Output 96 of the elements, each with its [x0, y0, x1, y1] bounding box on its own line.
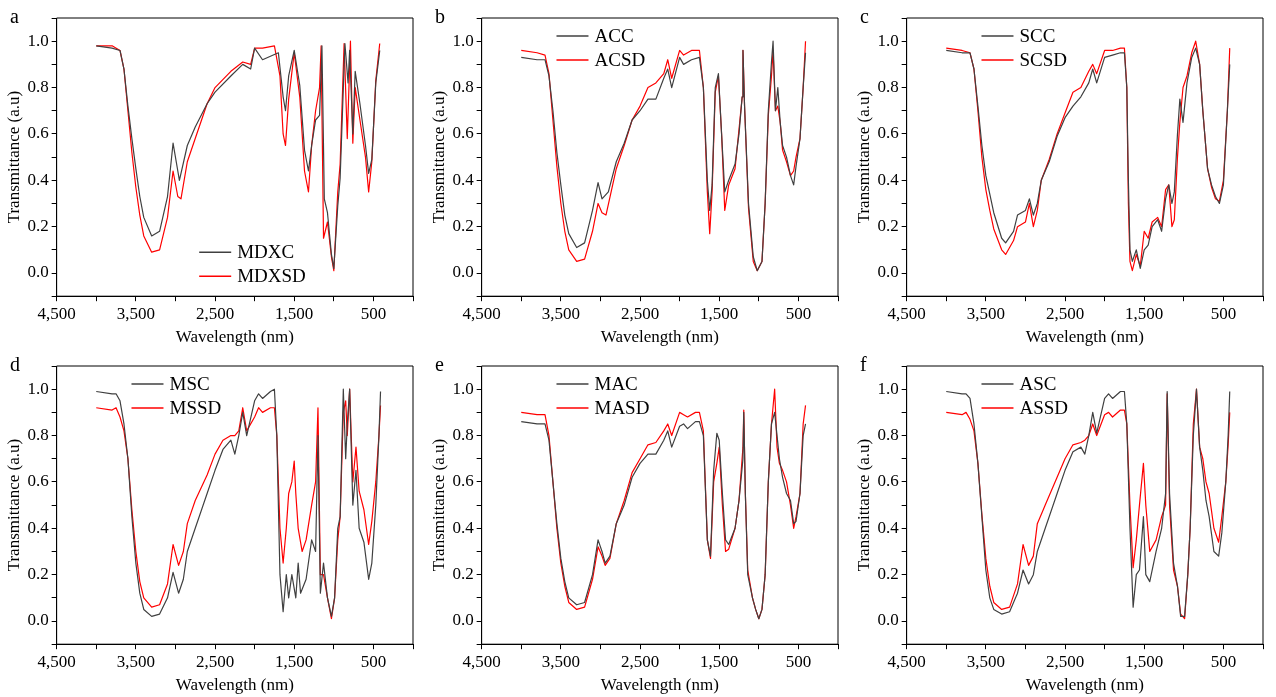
x-tick-label: 3,500: [966, 651, 1005, 671]
y-tick-label: 0.6: [452, 123, 474, 143]
x-tick-label: 2,500: [620, 303, 660, 323]
y-tick-label: 0.4: [452, 517, 475, 537]
x-axis-title: Wavelength (nm): [175, 675, 294, 695]
chart-title: d: [10, 353, 20, 376]
y-tick-label: 0.2: [27, 216, 49, 236]
y-axis-title: Transmittance (a.u): [428, 90, 448, 224]
legend-label: MSSD: [169, 396, 222, 418]
chart-title: f: [860, 353, 867, 376]
y-tick-label: 0.8: [27, 77, 49, 97]
y-tick-label: 1.0: [452, 378, 474, 398]
x-tick-label: 500: [785, 651, 812, 671]
x-axis-title: Wavelength (nm): [1025, 675, 1144, 695]
x-tick-label: 500: [360, 651, 387, 671]
x-axis-title: Wavelength (nm): [600, 327, 719, 347]
x-tick-label: 1,500: [1125, 303, 1164, 323]
x-tick-label: 2,500: [195, 651, 235, 671]
legend-label: SCSD: [1019, 48, 1068, 70]
y-tick-label: 0.4: [877, 169, 900, 189]
x-tick-label: 3,500: [541, 303, 580, 323]
y-tick-label: 1.0: [452, 30, 474, 50]
x-tick-label: 3,500: [116, 303, 155, 323]
y-tick-label: 0.0: [27, 610, 49, 630]
legend-label: ACSD: [594, 48, 646, 70]
y-tick-label: 0.6: [877, 471, 899, 491]
y-tick-label: 0.2: [452, 216, 474, 236]
y-tick-label: 0.2: [877, 564, 899, 584]
y-tick-label: 1.0: [27, 30, 49, 50]
y-tick-label: 0.4: [27, 517, 50, 537]
x-tick-label: 3,500: [541, 651, 580, 671]
x-tick-label: 500: [360, 303, 387, 323]
y-tick-label: 0.2: [27, 564, 49, 584]
x-tick-label: 4,500: [462, 651, 501, 671]
y-tick-label: 0.4: [452, 169, 475, 189]
y-axis-title: Transmittance (a.u): [3, 438, 23, 572]
x-tick-label: 3,500: [966, 303, 1005, 323]
x-tick-label: 4,500: [37, 303, 76, 323]
legend-label: SCC: [1019, 24, 1056, 46]
y-tick-label: 0.6: [877, 123, 899, 143]
legend-label: MDXSD: [237, 265, 306, 287]
x-tick-label: 2,500: [1045, 651, 1085, 671]
x-tick-label: 4,500: [462, 303, 501, 323]
x-axis-title: Wavelength (nm): [1025, 327, 1144, 347]
y-tick-label: 0.8: [877, 77, 899, 97]
y-tick-label: 0.8: [27, 425, 49, 445]
y-tick-label: 0.4: [27, 169, 50, 189]
x-axis-title: Wavelength (nm): [175, 327, 294, 347]
y-tick-label: 0.0: [452, 610, 474, 630]
y-tick-label: 0.6: [27, 123, 49, 143]
legend-label: MSC: [169, 372, 210, 394]
y-tick-label: 0.6: [27, 471, 49, 491]
x-tick-label: 500: [1210, 303, 1237, 323]
y-tick-label: 0.8: [877, 425, 899, 445]
y-tick-label: 0.2: [877, 216, 899, 236]
chart-title: e: [435, 353, 444, 376]
y-tick-label: 0.8: [452, 425, 474, 445]
y-tick-label: 0.4: [877, 517, 900, 537]
x-tick-label: 1,500: [1125, 651, 1164, 671]
x-axis-title: Wavelength (nm): [600, 675, 719, 695]
y-tick-label: 0.6: [452, 471, 474, 491]
x-tick-label: 500: [785, 303, 812, 323]
x-tick-label: 1,500: [275, 651, 314, 671]
legend-label: ASSD: [1019, 396, 1069, 418]
y-tick-label: 1.0: [877, 30, 899, 50]
y-axis-title: Transmittance (a.u): [3, 90, 23, 224]
legend-label: MASD: [594, 396, 650, 418]
legend-label: MDXC: [237, 241, 295, 263]
chart-title: b: [435, 5, 445, 28]
chart-title: c: [860, 5, 869, 28]
x-tick-label: 2,500: [1045, 303, 1085, 323]
y-tick-label: 0.0: [877, 610, 899, 630]
x-tick-label: 1,500: [700, 651, 739, 671]
legend-label: ASC: [1019, 372, 1057, 394]
x-tick-label: 2,500: [195, 303, 235, 323]
x-tick-label: 3,500: [116, 651, 155, 671]
y-tick-label: 0.2: [452, 564, 474, 584]
x-tick-label: 1,500: [275, 303, 314, 323]
x-tick-label: 2,500: [620, 651, 660, 671]
y-tick-label: 0.0: [27, 262, 49, 282]
x-tick-label: 4,500: [887, 303, 926, 323]
y-tick-label: 0.0: [877, 262, 899, 282]
y-tick-label: 0.0: [452, 262, 474, 282]
y-tick-label: 0.8: [452, 77, 474, 97]
y-axis-title: Transmittance (a.u): [428, 438, 448, 572]
y-tick-label: 1.0: [877, 378, 899, 398]
chart-title: a: [10, 5, 19, 28]
x-tick-label: 4,500: [887, 651, 926, 671]
y-axis-title: Transmittance (a.u): [853, 90, 873, 224]
legend-label: ACC: [594, 24, 634, 46]
x-tick-label: 1,500: [700, 303, 739, 323]
x-tick-label: 500: [1210, 651, 1237, 671]
x-tick-label: 4,500: [37, 651, 76, 671]
legend-label: MAC: [594, 372, 638, 394]
y-axis-title: Transmittance (a.u): [853, 438, 873, 572]
y-tick-label: 1.0: [27, 378, 49, 398]
